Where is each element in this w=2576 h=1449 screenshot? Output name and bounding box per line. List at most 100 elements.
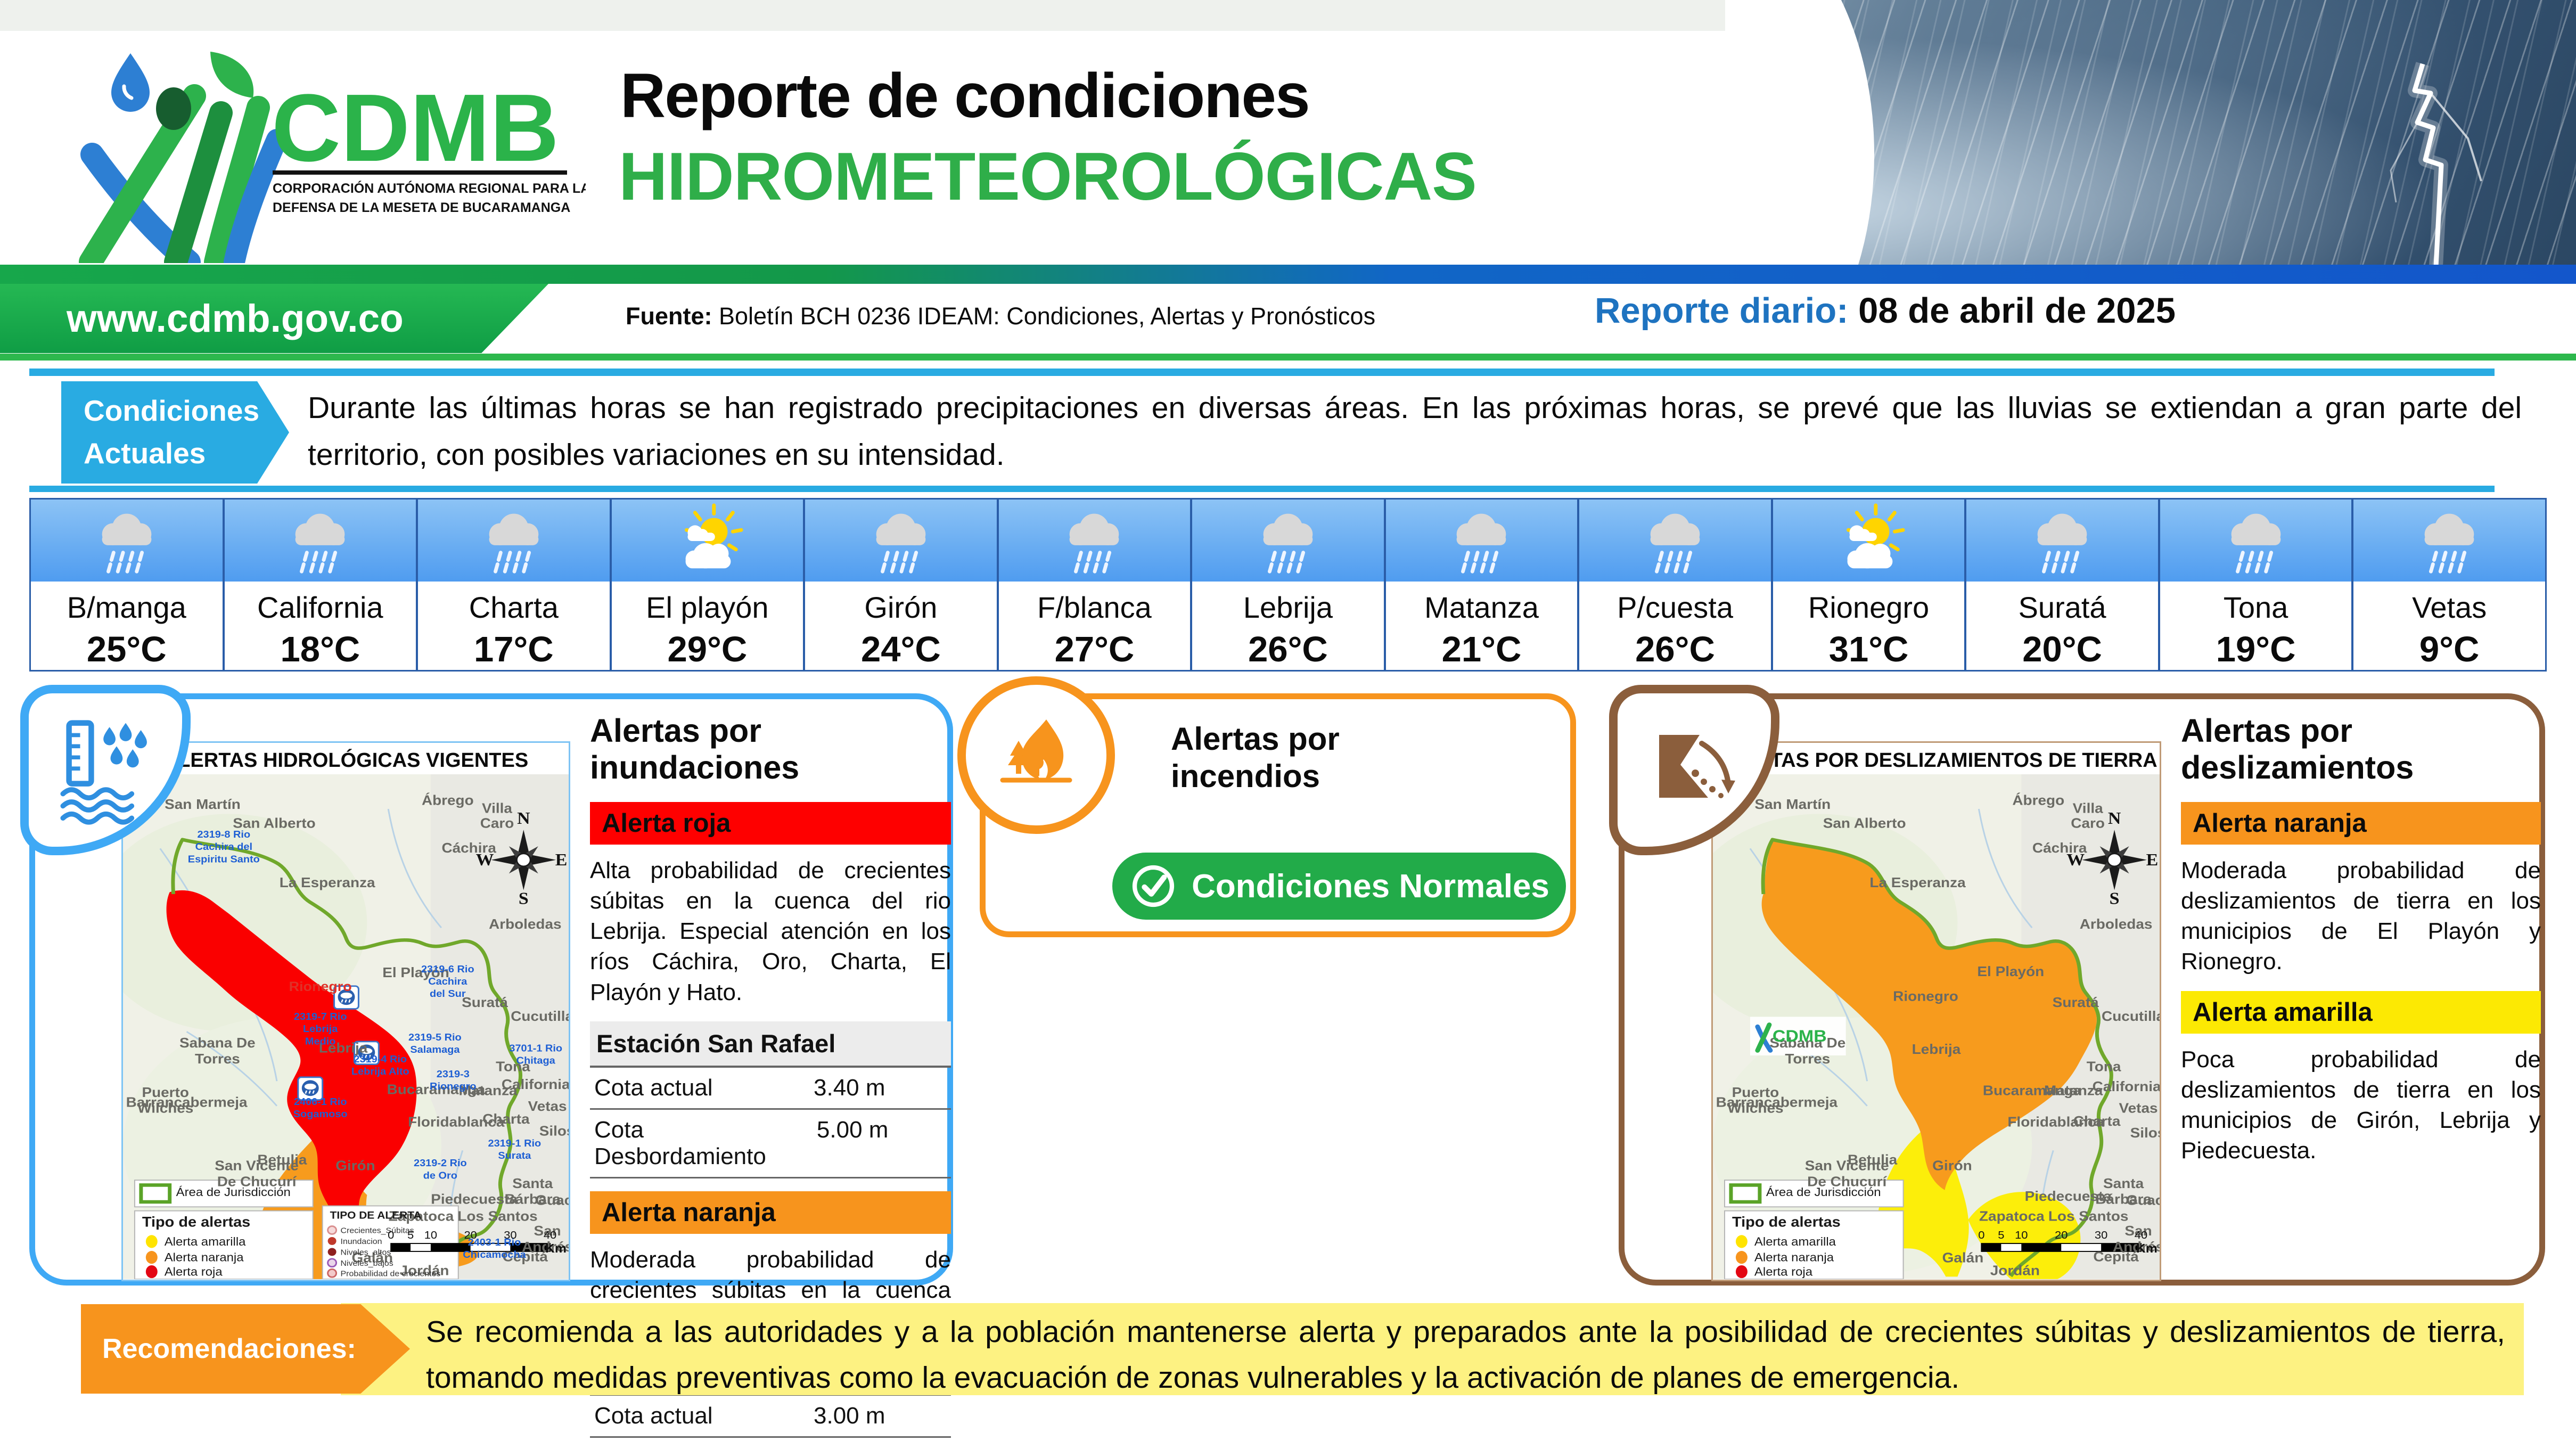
map-label: Ábrego — [422, 792, 474, 808]
landslide-alerts-column: Alertas por deslizamientos Alerta naranj… — [2181, 713, 2541, 1177]
map-label: del Sur — [430, 989, 466, 1000]
city-temperature: 18°C — [280, 629, 360, 669]
weather-city-column: Suratá 20°C — [1966, 500, 2160, 670]
map-label: Chicamocha — [463, 1250, 526, 1260]
map-label: Villa — [482, 800, 513, 816]
weather-city-column: Charta 17°C — [418, 500, 612, 670]
map-label: Villa — [2073, 800, 2104, 816]
map-label: W — [2066, 851, 2085, 870]
map-label: Alerta naranja — [165, 1250, 244, 1264]
map-label: Girón — [1932, 1158, 1972, 1173]
weather-city-column: El playón 29°C — [611, 500, 806, 670]
red-alert-text: Alta probabilidad de crecientes súbitas … — [590, 857, 951, 1005]
flood-map-title: ALERTAS HIDROLÓGICAS VIGENTES — [163, 749, 529, 772]
map-label: Bucaramanga — [387, 1082, 486, 1097]
map-legend — [1724, 1180, 1904, 1279]
rain-cloud-icon — [2424, 513, 2474, 574]
current-conditions-text: Durante las últimas horas se han registr… — [308, 391, 2522, 472]
map-label: Andrés — [2113, 1239, 2160, 1255]
weather-city-column: Vetas 9°C — [2353, 500, 2545, 670]
map-label: Matanza — [2044, 1083, 2103, 1098]
map-label: 2319-3 — [437, 1069, 470, 1079]
map-label: Tona — [496, 1059, 531, 1074]
weather-city-column: California 18°C — [224, 500, 419, 670]
sun-cloud-icon — [1846, 503, 1905, 569]
map-label: Floridablanca — [2007, 1115, 2105, 1130]
map-label: El Playón — [382, 965, 449, 980]
map-label: Cáchira — [2032, 840, 2088, 856]
map-label: Medio — [305, 1036, 336, 1047]
map-label: Los Santos — [457, 1208, 537, 1224]
map-label: Zapatoca — [1979, 1208, 2045, 1224]
fire-status-text: Condiciones Normales — [1192, 867, 1549, 905]
lightning-icon — [2390, 62, 2482, 266]
map-label: Alerta naranja — [1754, 1250, 1834, 1264]
landslide-panel-title: Alertas por deslizamientos — [2181, 713, 2414, 785]
map-label: El Playón — [1977, 964, 2044, 979]
map-label: 10 — [424, 1229, 437, 1241]
map-label: Alerta roja — [1754, 1265, 1812, 1278]
map-label: Santa — [512, 1176, 553, 1191]
map-label: Lebrija — [319, 1040, 368, 1055]
report-date: 08 de abril de 2025 — [1858, 291, 2176, 331]
city-temperature: 29°C — [667, 629, 748, 669]
rain-cloud-icon — [2037, 513, 2087, 574]
map-label: San Martín — [1754, 797, 1831, 812]
weather-city-column: B/manga 25°C — [31, 500, 225, 670]
map-label: Sabana De — [1769, 1035, 1845, 1051]
map-label: Cepitá — [2093, 1249, 2139, 1264]
map-label: Lebrija — [303, 1024, 338, 1035]
scale-bar — [390, 1243, 551, 1252]
map-label: San — [2124, 1223, 2152, 1239]
city-temperature: 21°C — [1441, 629, 1522, 669]
city-temperature: 26°C — [1248, 629, 1328, 669]
map-label: Cáchira — [442, 840, 497, 856]
rain-cloud-icon — [876, 513, 926, 574]
recommendations-band — [341, 1303, 2524, 1395]
station-row: Cota Desbordamiento 5.00 m — [590, 1110, 951, 1178]
station-row: Cota actual 3.40 m — [590, 1068, 951, 1110]
map-label: Jordán — [1990, 1263, 2040, 1278]
logo-acronym: CDMB — [272, 75, 559, 182]
red-alert-banner: Alerta roja — [590, 801, 951, 845]
city-name: B/manga — [67, 591, 186, 624]
map-label: Espiritu Santo — [188, 854, 260, 865]
current-conditions-label: Condiciones Actuales — [61, 381, 289, 484]
map-label: Girón — [335, 1158, 375, 1173]
map-label: Tipo de alertas — [142, 1214, 250, 1230]
map-label: Betulia — [257, 1152, 307, 1167]
map-label: Guaca — [2126, 1192, 2160, 1208]
map-label: S — [519, 889, 529, 908]
flood-map-frame: ALERTAS HIDROLÓGICAS VIGENTES — [121, 741, 570, 1281]
map-label: TIPO DE ALERTA — [330, 1210, 422, 1221]
station-name: Estación San Rafael — [590, 1021, 951, 1068]
city-name: Lebrija — [1243, 591, 1333, 624]
rain-cloud-icon — [295, 513, 345, 574]
city-temperature: 27°C — [1054, 629, 1135, 669]
map-label: La Esperanza — [1869, 875, 1966, 890]
map-label: Betulia — [1848, 1152, 1898, 1167]
city-name: California — [257, 591, 383, 624]
map-label: Puerto — [142, 1085, 189, 1100]
leaf-icon — [210, 52, 254, 98]
weather-city-column: Rionegro 31°C — [1773, 500, 1967, 670]
map-label: San Martín — [165, 797, 241, 812]
compass-rose — [491, 830, 556, 890]
map-label: Silos — [539, 1123, 569, 1139]
weather-city-column: F/blanca 27°C — [998, 500, 1193, 670]
map-label: N — [517, 809, 530, 828]
fire-panel-title: Alertas por incendios — [1171, 721, 1340, 794]
orange-alert-text: Moderada probabilidad de deslizamientos … — [2181, 857, 2541, 975]
header-curve — [1725, 0, 1874, 266]
map-label: Bárbara — [2095, 1192, 2152, 1207]
website-link[interactable]: www.cdmb.gov.co — [67, 297, 404, 340]
map-label: Inundacion — [341, 1237, 382, 1246]
map-label: E — [555, 851, 568, 870]
map-label: Alerta amarilla — [165, 1235, 246, 1248]
compass-rose — [2082, 830, 2147, 890]
cyan-divider-bottom — [29, 486, 2495, 492]
map-label: Suratá — [462, 995, 508, 1010]
city-name: Girón — [864, 591, 938, 624]
